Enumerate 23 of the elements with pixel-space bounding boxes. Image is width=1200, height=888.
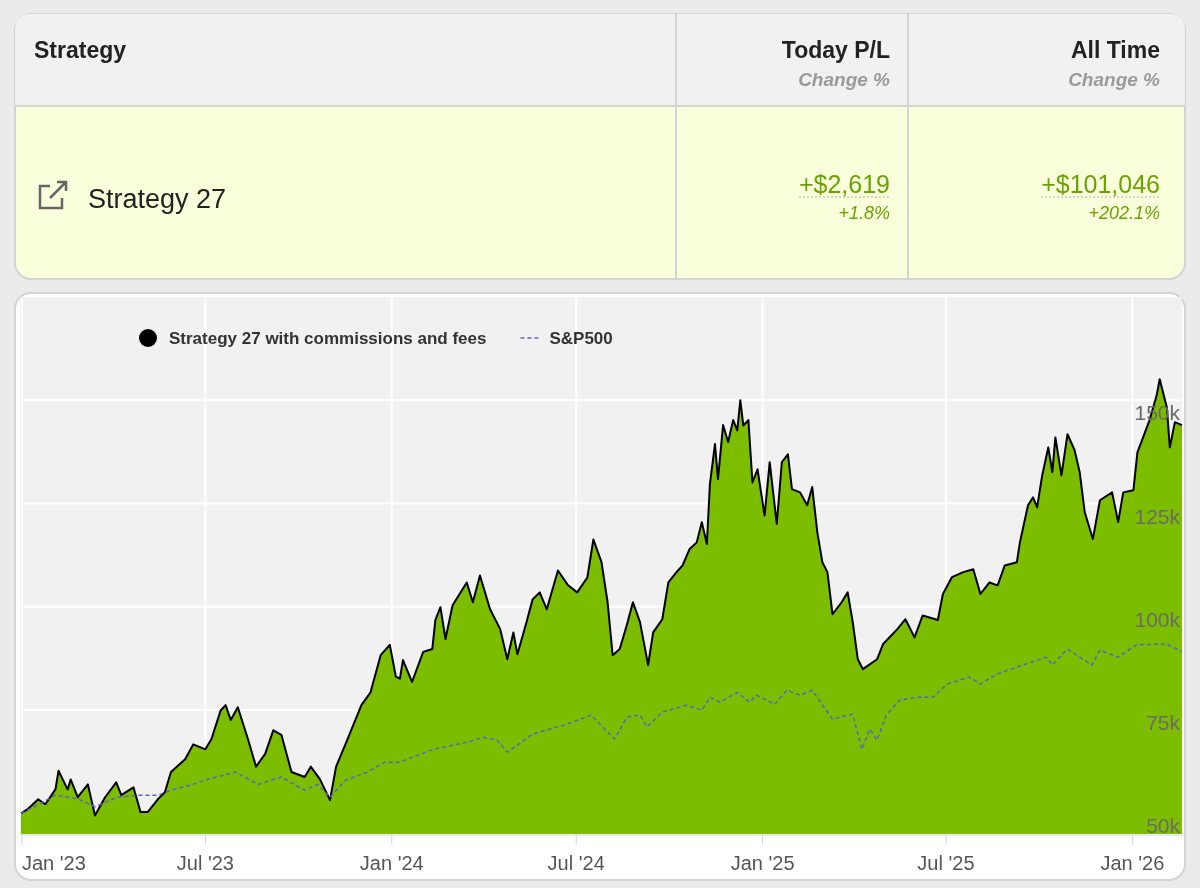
category-label: All Time bbox=[1070, 37, 1160, 63]
text: +$101,046 bbox=[1041, 170, 1160, 198]
x-tick-label: Jan '25 bbox=[730, 852, 795, 874]
x-tick-label: Jul '24 bbox=[547, 852, 605, 874]
x-tick-label: Jan '26 bbox=[1100, 852, 1165, 874]
text: Change % bbox=[1068, 69, 1161, 90]
text: +202.1% bbox=[1088, 203, 1160, 223]
text: Change % bbox=[798, 69, 891, 90]
legend-label: Strategy 27 with commissions and fees bbox=[169, 329, 487, 348]
x-tick-label: Jul '25 bbox=[917, 852, 975, 874]
text: Strategy 27 bbox=[88, 184, 227, 214]
text: +1.8% bbox=[838, 203, 890, 223]
x-tick-label: Jul '23 bbox=[176, 852, 234, 874]
y-tick-label: 75k bbox=[1146, 711, 1181, 735]
category-label: Strategy bbox=[34, 37, 127, 63]
y-tick-label: 125k bbox=[1134, 504, 1181, 528]
y-tick-label: 50k bbox=[1146, 814, 1181, 838]
y-tick-label: 100k bbox=[1134, 607, 1181, 631]
text: +$2,619 bbox=[798, 170, 890, 198]
x-tick-label: Jan '24 bbox=[359, 852, 424, 874]
legend-label: S&P500 bbox=[549, 329, 613, 348]
x-tick-label: Jan '23 bbox=[22, 852, 86, 874]
category-label: Today P/L bbox=[781, 37, 890, 63]
